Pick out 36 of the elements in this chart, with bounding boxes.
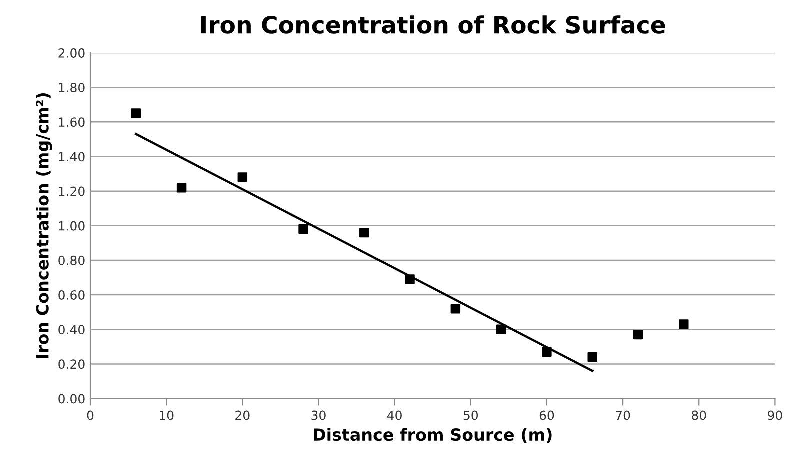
y-tick-label: 1.20 bbox=[59, 186, 85, 196]
x-tick-label: 60 bbox=[540, 410, 554, 420]
chart-title: Iron Concentration of Rock Surface bbox=[201, 16, 666, 34]
point bbox=[360, 228, 370, 238]
x-tick-label: 40 bbox=[387, 410, 402, 420]
point bbox=[588, 352, 598, 362]
y-tick-label: 0.80 bbox=[58, 256, 85, 266]
y-tick-label: 1.40 bbox=[59, 152, 85, 162]
point bbox=[496, 324, 506, 334]
point bbox=[131, 108, 142, 118]
x-tick-label: 20 bbox=[236, 410, 250, 420]
y-tick-label: 1.00 bbox=[59, 221, 85, 231]
point bbox=[298, 224, 308, 234]
y-tick-label: 0.20 bbox=[58, 360, 85, 370]
y-axis-title: Iron Concentration (mg/cm²) bbox=[36, 94, 52, 358]
x-tick-label: 0 bbox=[87, 410, 94, 420]
x-tick-label: 70 bbox=[616, 410, 630, 420]
y-tick-label: 0.00 bbox=[58, 394, 85, 404]
y-tick-label: 2.00 bbox=[58, 48, 85, 58]
point bbox=[542, 347, 552, 357]
x-tick-label: 30 bbox=[312, 410, 326, 420]
y-tick-label: 1.60 bbox=[59, 118, 85, 128]
y-tick-label: 1.80 bbox=[59, 83, 85, 93]
x-tick-label: 50 bbox=[464, 410, 478, 420]
x-tick-label: 10 bbox=[160, 410, 174, 420]
x-axis-title: Distance from Source (m) bbox=[314, 428, 552, 444]
point bbox=[238, 172, 248, 182]
point bbox=[450, 304, 461, 314]
point bbox=[405, 274, 415, 284]
point bbox=[176, 182, 187, 193]
x-tick-label: 90 bbox=[768, 410, 782, 420]
point bbox=[633, 330, 644, 340]
point bbox=[679, 320, 689, 330]
x-tick-label: 80 bbox=[692, 410, 706, 420]
y-tick-label: 0.40 bbox=[58, 325, 85, 335]
y-tick-label: 0.60 bbox=[58, 290, 85, 300]
